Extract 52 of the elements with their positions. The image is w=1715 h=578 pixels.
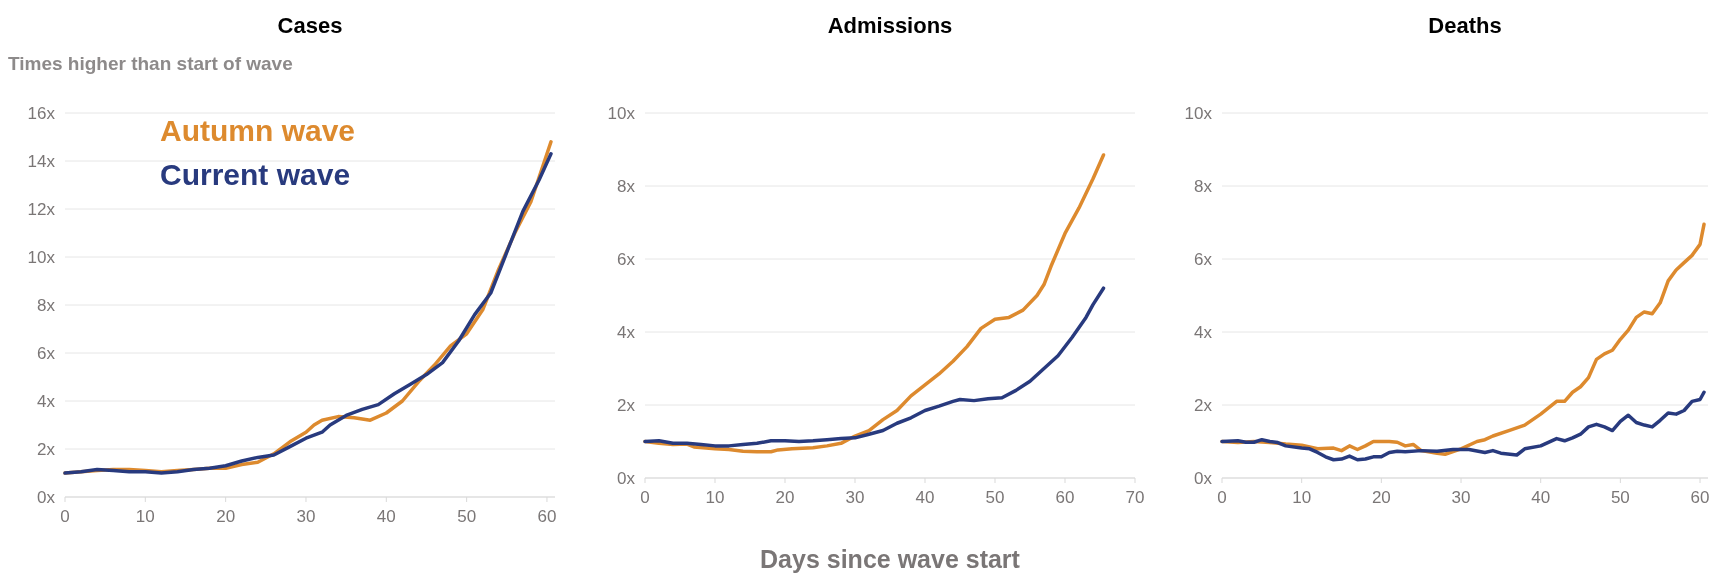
x-axis-title: Days since wave start [760, 545, 1021, 573]
x-tick-label: 20 [1371, 488, 1391, 507]
y-tick-label: 4x [1194, 322, 1213, 342]
y-tick-label: 12x [27, 199, 56, 219]
y-tick-label: 6x [1194, 249, 1213, 269]
chart-title: Cases [277, 13, 343, 38]
x-tick-label: 30 [845, 488, 865, 507]
x-tick-label: 50 [985, 488, 1005, 507]
line-series [643, 286, 1106, 448]
y-axis-title: Times higher than start of wave [8, 53, 293, 74]
x-tick-label: 10 [1292, 488, 1312, 507]
y-tick-label: 4x [617, 322, 636, 342]
y-tick-label: 2x [1194, 395, 1213, 415]
text: Autumn wave [160, 114, 356, 147]
x-tick-label: 20 [775, 488, 795, 507]
x-tick-label: 70 [1125, 488, 1145, 507]
y-tick-label: 0x [37, 487, 56, 507]
y-tick-label: 6x [37, 343, 56, 363]
x-tick-label: 50 [1610, 488, 1630, 507]
x-tick-label: 60 [1055, 488, 1075, 507]
x-tick-label: 40 [1531, 488, 1551, 507]
x-tick-label: 20 [216, 507, 236, 526]
y-tick-label: 10x [27, 247, 56, 267]
y-tick-label: 4x [37, 391, 56, 411]
y-tick-label: 6x [617, 249, 636, 269]
x-tick-label: 10 [135, 507, 155, 526]
x-tick-label: 60 [1690, 488, 1710, 507]
x-tick-label: 0 [1217, 488, 1227, 507]
y-tick-label: 0x [617, 468, 636, 488]
x-tick-label: 10 [705, 488, 725, 507]
y-tick-label: 8x [617, 176, 636, 196]
chart-title: Deaths [1428, 13, 1502, 38]
y-tick-label: 16x [27, 103, 56, 123]
chart-title: Admissions [827, 13, 953, 38]
y-tick-label: 8x [37, 295, 56, 315]
line-series [1220, 390, 1706, 462]
text: Current wave [160, 158, 351, 191]
x-tick-label: 50 [457, 507, 477, 526]
y-tick-label: 10x [607, 103, 636, 123]
x-tick-label: 40 [376, 507, 396, 526]
x-tick-label: 60 [537, 507, 557, 526]
x-tick-label: 0 [640, 488, 650, 507]
y-tick-label: 2x [37, 439, 56, 459]
x-tick-label: 30 [1451, 488, 1471, 507]
y-tick-label: 2x [617, 395, 636, 415]
y-tick-label: 0x [1194, 468, 1213, 488]
y-tick-label: 14x [27, 151, 56, 171]
x-tick-label: 30 [296, 507, 316, 526]
x-tick-label: 0 [60, 507, 70, 526]
y-tick-label: 8x [1194, 176, 1213, 196]
y-tick-label: 10x [1184, 103, 1213, 123]
x-tick-label: 40 [915, 488, 935, 507]
